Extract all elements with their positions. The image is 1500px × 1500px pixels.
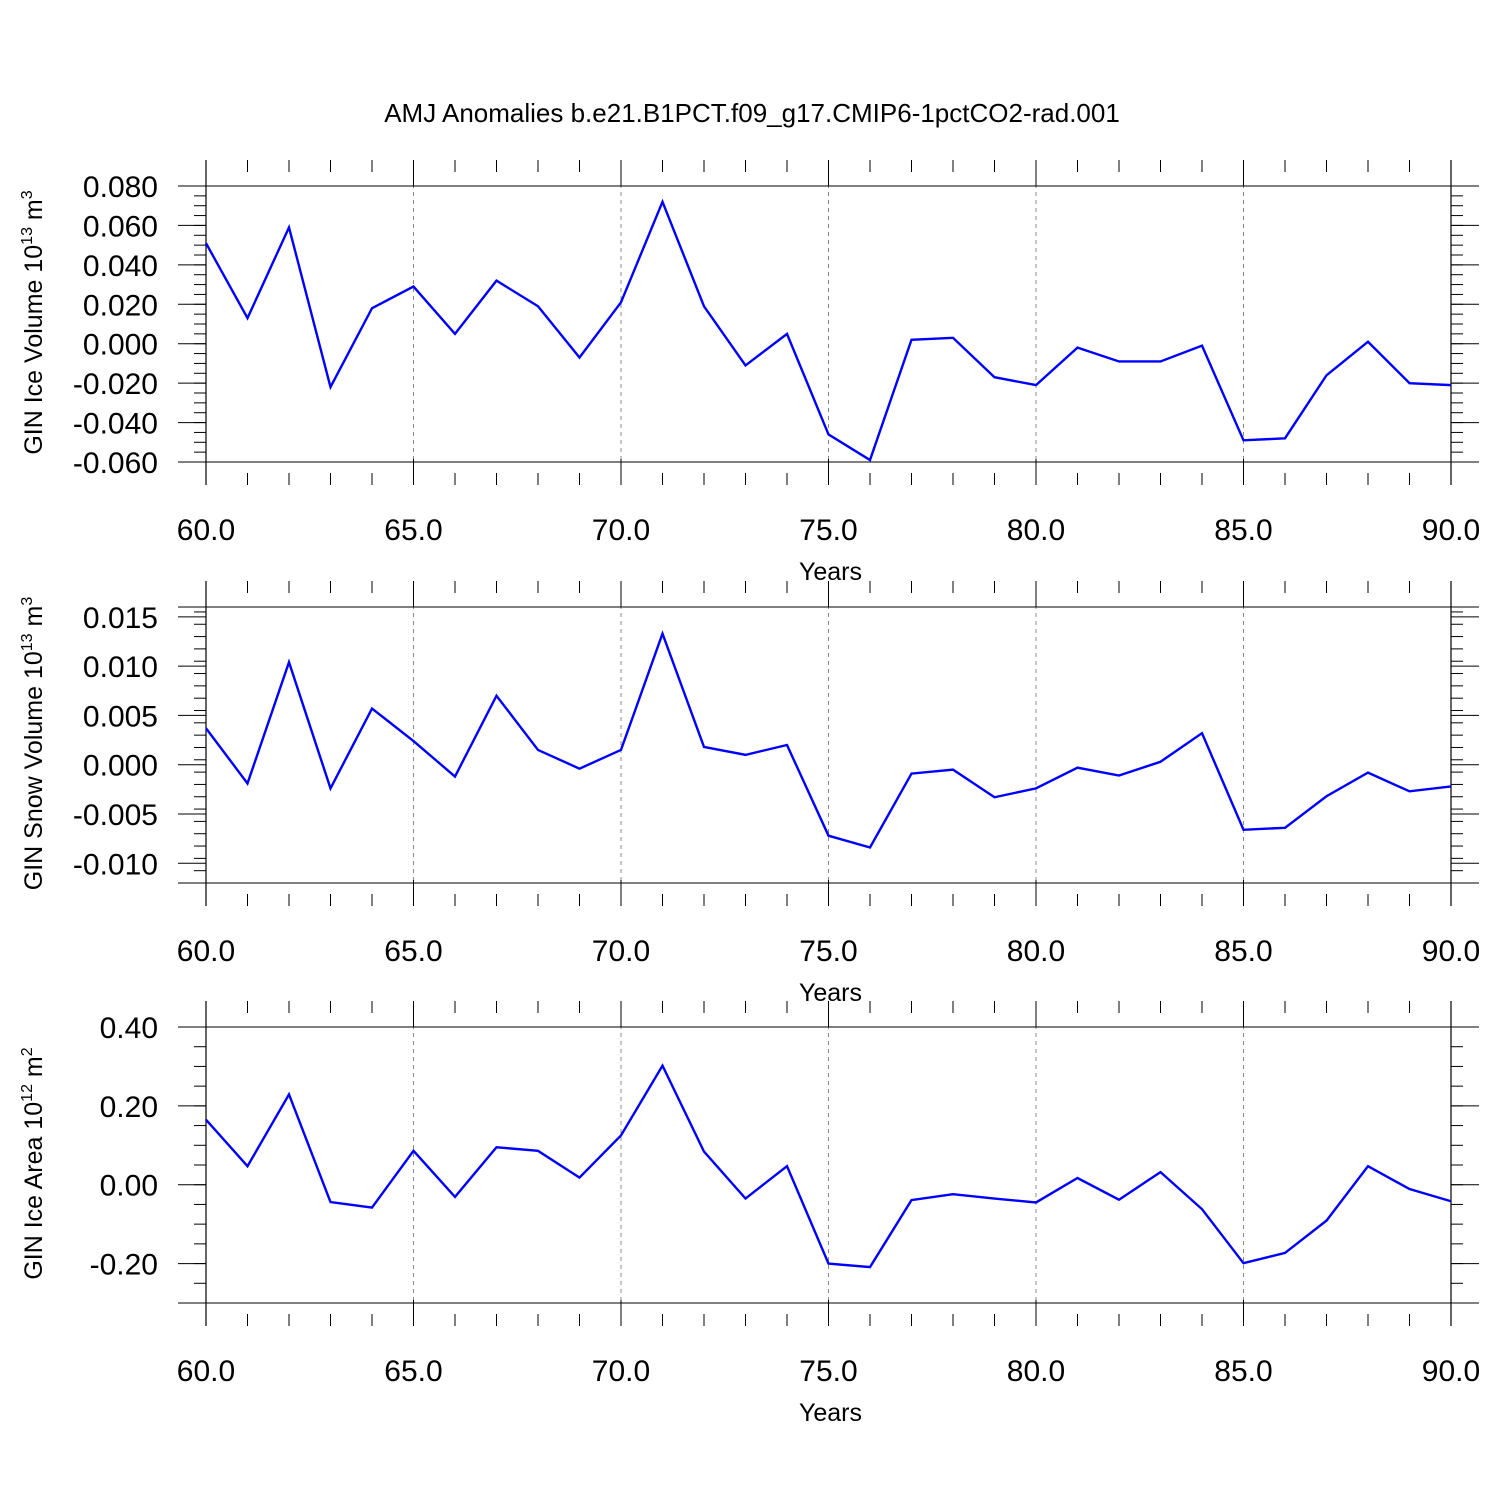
x-tick-label: 80.0	[1007, 1355, 1065, 1388]
y-axis-label-unit-exponent: 3	[19, 190, 36, 199]
x-tick-label: 75.0	[799, 1355, 857, 1388]
y-axis-label: GIN Ice Area 1012 m2	[19, 1047, 48, 1279]
x-axis-label: Years	[799, 979, 862, 1007]
y-axis-label-exponent: 13	[19, 633, 36, 651]
y-tick-label: 0.020	[83, 289, 158, 322]
chart-title: AMJ Anomalies b.e21.B1PCT.f09_g17.CMIP6-…	[384, 98, 1120, 128]
y-tick-label: 0.00	[100, 1170, 158, 1203]
x-tick-label: 70.0	[592, 935, 650, 968]
y-tick-label: 0.060	[83, 210, 158, 243]
panel-2: 0.015 0.010 0.005 0.000 -0.005 -0.010 60.0 65.0…	[19, 581, 1480, 1007]
x-tick-label: 85.0	[1214, 935, 1272, 968]
y-axis-label-exponent: 12	[19, 1084, 36, 1102]
x-tick-label: 65.0	[384, 514, 442, 547]
y-tick-label: -0.040	[73, 408, 158, 441]
x-tick-label: 65.0	[384, 1355, 442, 1388]
y-axis-label-exponent: 13	[19, 227, 36, 245]
y-tick-label: 0.000	[83, 750, 158, 783]
y-tick-label: -0.010	[73, 848, 158, 881]
x-tick-label: 75.0	[799, 935, 857, 968]
series-line	[205, 1063, 1452, 1269]
y-tick-label: 0.000	[83, 329, 158, 362]
y-tick-label: 0.015	[83, 602, 158, 635]
y-tick-label: 0.40	[100, 1012, 158, 1045]
x-tick-label: 60.0	[177, 514, 235, 547]
y-axis-label: GIN Snow Volume 1013 m3	[19, 597, 48, 891]
x-tick-label: 85.0	[1214, 1355, 1272, 1388]
x-tick-label: 60.0	[177, 1355, 235, 1388]
y-tick-label: 0.20	[100, 1091, 158, 1124]
series-line	[205, 630, 1452, 849]
x-tick-label: 70.0	[592, 1355, 650, 1388]
y-axis-label-prefix: GIN Ice Area 10	[20, 1102, 48, 1280]
y-axis-label: GIN Ice Volume 1013 m3	[19, 190, 48, 454]
panel-3: 0.40 0.20 0.00 -0.20 60.0 65.0 70.0 75.0 80.0 85.…	[19, 1001, 1480, 1427]
y-tick-label: 0.040	[83, 250, 158, 283]
panels: 0.080 0.060 0.040 0.020 0.000 -0.020 -0.040 -0.…	[19, 160, 1480, 1427]
y-tick-label: -0.20	[90, 1249, 158, 1282]
panel-1: 0.080 0.060 0.040 0.020 0.000 -0.020 -0.040 -0.…	[19, 160, 1480, 586]
x-tick-label: 85.0	[1214, 514, 1272, 547]
x-tick-label: 90.0	[1422, 514, 1480, 547]
x-axis-label: Years	[799, 1399, 862, 1427]
y-tick-label: -0.005	[73, 799, 158, 832]
x-tick-label: 75.0	[799, 514, 857, 547]
y-tick-label: 0.005	[83, 700, 158, 733]
y-tick-label: -0.020	[73, 368, 158, 401]
y-tick-label: -0.060	[73, 447, 158, 480]
y-tick-label: 0.010	[83, 651, 158, 684]
y-axis-label-prefix: GIN Snow Volume 10	[20, 651, 48, 890]
x-tick-label: 65.0	[384, 935, 442, 968]
y-tick-label: 0.080	[83, 171, 158, 204]
y-axis-label-unit: m	[20, 606, 48, 634]
y-axis-label-unit-exponent: 2	[19, 1047, 36, 1056]
y-axis-label-unit: m	[20, 1056, 48, 1084]
x-tick-label: 60.0	[177, 935, 235, 968]
y-axis-label-prefix: GIN Ice Volume 10	[20, 245, 48, 455]
series-line	[204, 198, 1452, 462]
x-tick-label: 90.0	[1422, 1355, 1480, 1388]
y-axis-label-unit: m	[20, 199, 48, 227]
x-tick-label: 90.0	[1422, 935, 1480, 968]
x-tick-label: 80.0	[1007, 514, 1065, 547]
x-axis-label: Years	[799, 558, 862, 586]
y-axis-label-unit-exponent: 3	[19, 597, 36, 606]
x-tick-label: 70.0	[592, 514, 650, 547]
x-tick-label: 80.0	[1007, 935, 1065, 968]
